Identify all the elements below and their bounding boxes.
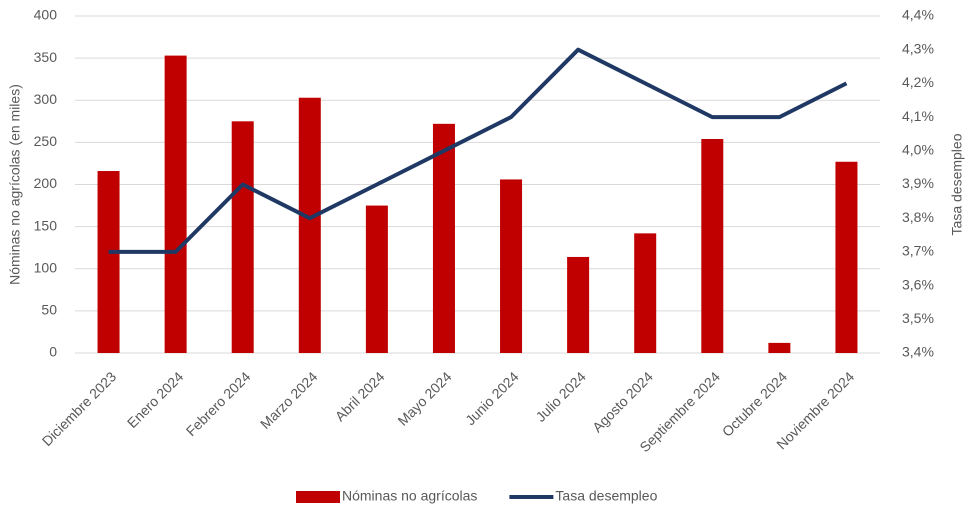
bar (298, 97, 321, 353)
x-tick-label: Mayo 2024 (394, 368, 454, 428)
bar (768, 342, 791, 353)
y2-tick-label: 3,7% (902, 243, 934, 259)
x-tick-label: Junio 2024 (462, 368, 522, 428)
y2-tick-label: 3,6% (902, 276, 934, 292)
bar (634, 233, 657, 353)
x-tick-label: Julio 2024 (532, 368, 589, 425)
y2-tick-label: 4,0% (902, 142, 934, 158)
y2-tick-label: 3,8% (902, 209, 934, 225)
x-tick-label: Agosto 2024 (589, 368, 656, 435)
y2-tick-label: 4,1% (902, 108, 934, 124)
y-tick-label: 200 (34, 175, 58, 191)
x-tick-label: Febrero 2024 (183, 368, 254, 439)
legend-label: Nóminas no agrícolas (342, 488, 477, 504)
bar (231, 121, 254, 353)
y2-tick-label: 3,9% (902, 175, 934, 191)
x-tick-label: Enero 2024 (124, 368, 187, 431)
legend-swatch (296, 491, 340, 503)
line (108, 47, 848, 254)
y-tick-label: 100 (34, 259, 58, 275)
y-tick-label: 300 (34, 91, 58, 107)
x-tick-label: Marzo 2024 (257, 368, 321, 432)
y2-axis-title: Tasa desempleo (949, 133, 965, 235)
bar (701, 139, 724, 353)
bar (97, 171, 120, 353)
y-tick-label: 400 (34, 7, 58, 23)
y-tick-label: 350 (34, 49, 58, 65)
y2-tick-label: 3,5% (902, 310, 934, 326)
y-tick-label: 0 (49, 344, 57, 360)
x-tick-label: Diciembre 2023 (39, 368, 120, 449)
y-axis-title: Nóminas no agrícolas (en miles) (7, 84, 23, 285)
bar (835, 161, 858, 353)
y2-tick-label: 3,4% (902, 344, 934, 360)
y2-tick-label: 4,3% (902, 40, 934, 56)
y-tick-label: 150 (34, 217, 58, 233)
bar (500, 179, 523, 353)
y-tick-label: 50 (41, 302, 57, 318)
y2-tick-label: 4,2% (902, 74, 934, 90)
bar (432, 123, 455, 353)
x-tick-label: Octubre 2024 (719, 368, 790, 439)
bar (365, 205, 388, 353)
y-tick-label: 250 (34, 133, 58, 149)
y2-tick-label: 4,4% (902, 7, 934, 23)
bar (164, 55, 187, 353)
bar (567, 256, 590, 353)
legend-label: Tasa desempleo (555, 488, 657, 504)
x-tick-label: Abril 2024 (332, 368, 388, 424)
